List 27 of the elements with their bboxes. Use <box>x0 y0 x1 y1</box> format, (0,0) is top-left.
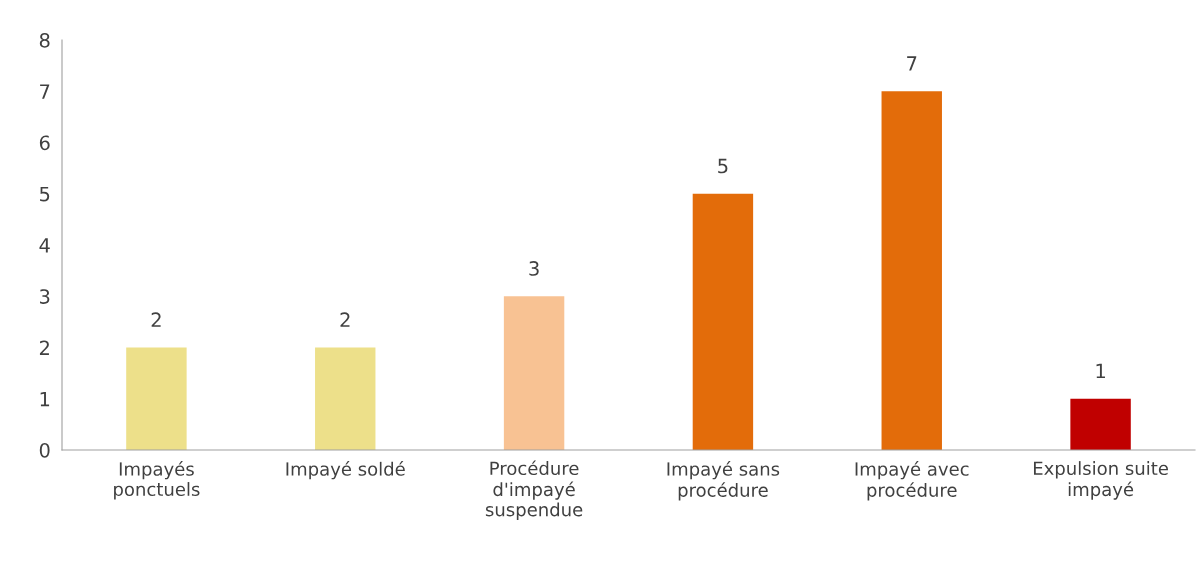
x-tick-label: Impayé soldé <box>286 461 405 480</box>
data-label: 1 <box>1096 363 1105 379</box>
y-tick-label: 7 <box>40 84 50 99</box>
bar <box>503 296 565 450</box>
y-tick-label: 6 <box>39 135 50 151</box>
data-label: 5 <box>718 158 728 174</box>
y-tick-label: 8 <box>39 32 50 48</box>
x-tick-label: Procédure d'impayé suspendue <box>485 460 583 520</box>
data-label: 3 <box>529 261 539 276</box>
bar <box>126 347 187 450</box>
data-label: 2 <box>151 312 161 327</box>
bar <box>1070 398 1131 450</box>
x-tick-label: Impayé avec procédure <box>855 461 969 501</box>
x-tick-label: Impayés ponctuels <box>114 461 200 500</box>
x-tick-label: Expulsion suite impayé <box>1034 461 1168 500</box>
y-tick-label: 4 <box>39 238 50 253</box>
data-label: 2 <box>340 312 350 327</box>
y-tick-label: 2 <box>39 340 49 355</box>
bar <box>315 347 376 450</box>
y-tick-label: 0 <box>39 442 50 458</box>
y-tick-label: 5 <box>40 186 50 202</box>
y-tick-label: 3 <box>40 289 50 304</box>
y-tick-label: 1 <box>40 391 50 407</box>
bar <box>881 91 942 450</box>
x-tick-label: Impayé sans procédure <box>667 461 780 501</box>
data-label: 7 <box>907 56 917 71</box>
bar <box>692 193 754 450</box>
